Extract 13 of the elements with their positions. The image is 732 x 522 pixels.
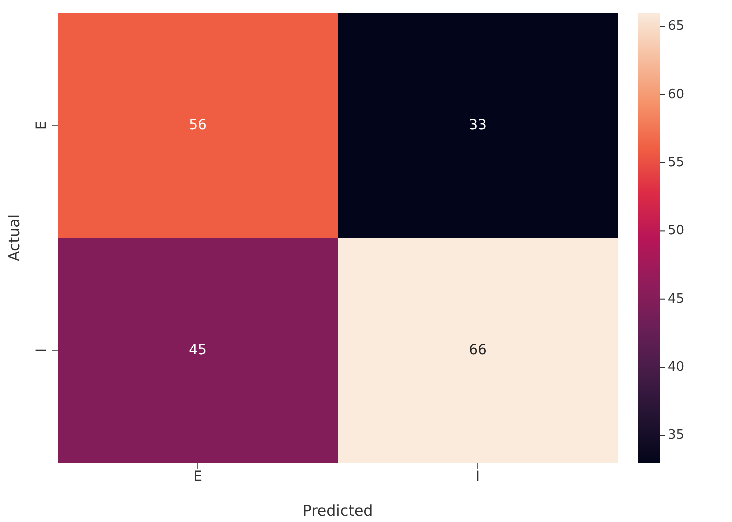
data-label: 66 bbox=[469, 342, 487, 358]
color-bar-label: 35 bbox=[668, 428, 685, 444]
color-bar-label: 40 bbox=[668, 360, 685, 376]
color-bar-label: 45 bbox=[668, 292, 685, 307]
color-bar-label: 50 bbox=[668, 224, 685, 239]
data-label: 33 bbox=[469, 118, 487, 134]
x-axis-title: Predicted bbox=[302, 502, 374, 520]
data-label: 56 bbox=[189, 118, 207, 134]
color-bar-label: 65 bbox=[668, 19, 685, 34]
y-axis-title: Actual bbox=[5, 214, 24, 262]
color-bar-label: 60 bbox=[668, 87, 685, 102]
color-bar-label: 55 bbox=[668, 156, 685, 170]
data-label: 45 bbox=[189, 342, 207, 358]
